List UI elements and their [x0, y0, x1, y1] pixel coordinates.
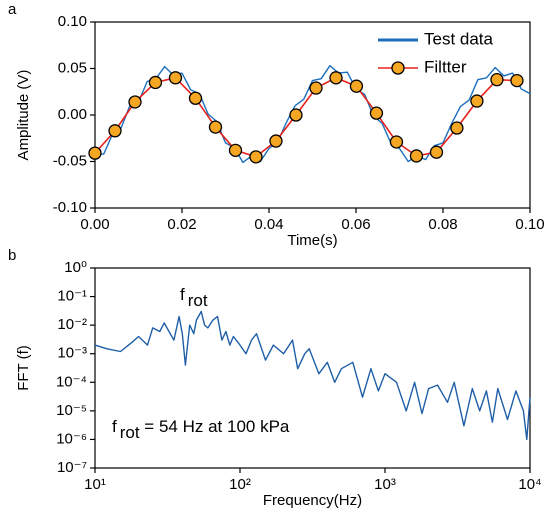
series-marker [510, 73, 524, 88]
x-tick-label: 0.00 [80, 216, 109, 233]
series-marker [490, 73, 504, 87]
y-tick-label: 0.00 [58, 106, 87, 123]
series-marker [128, 95, 142, 109]
panel-label: a [8, 1, 17, 18]
y-tick-label: 10⁻⁷ [57, 459, 87, 476]
x-tick-label: 10³ [374, 476, 396, 493]
y-tick-label: 10⁰ [64, 259, 87, 276]
x-tick-label: 10² [229, 476, 251, 493]
legend-label: Filtter [424, 57, 467, 76]
annotation-rest: = 54 Hz at 100 kPa [140, 417, 290, 436]
series-marker [208, 120, 223, 134]
series-marker [108, 124, 122, 138]
y-tick-label: 10⁻⁴ [56, 373, 87, 390]
x-tick-label: 0.08 [428, 216, 457, 233]
y-tick-label: -0.10 [53, 199, 87, 216]
y-tick-label: 0.10 [58, 13, 87, 30]
annotation: f rot = 54 Hz at 100 kPa [112, 417, 290, 442]
x-tick-label: 0.04 [254, 216, 283, 233]
legend-label: Test data [424, 29, 494, 48]
annotation-f: f [180, 285, 185, 304]
legend-marker [391, 61, 405, 75]
x-tick-label: 0.02 [167, 216, 196, 233]
x-tick-label: 0.06 [341, 216, 370, 233]
y-axis-label: Amplitude (V) [15, 70, 32, 161]
series-marker [470, 94, 484, 108]
series-marker [450, 121, 464, 135]
x-axis-label: Time(s) [287, 232, 337, 249]
y-tick-label: 10⁻³ [57, 345, 87, 362]
x-tick-label: 10¹ [84, 476, 106, 493]
y-tick-label: 10⁻² [57, 316, 87, 333]
y-axis-label: FFT (f) [15, 345, 32, 391]
series-marker [329, 71, 343, 85]
plot-frame [94, 267, 531, 469]
annotation-f: f [112, 417, 117, 436]
y-tick-label: 10⁻¹ [57, 288, 87, 305]
series-marker [188, 91, 203, 105]
series-marker [269, 134, 283, 148]
series-line [94, 310, 531, 441]
y-tick-label: -0.05 [53, 152, 87, 169]
series-marker [429, 145, 444, 159]
series-marker [369, 106, 384, 120]
series-marker [168, 71, 183, 85]
y-tick-label: 0.05 [58, 59, 87, 76]
series-marker [228, 143, 243, 157]
x-tick-label: 10⁴ [518, 476, 541, 493]
y-tick-label: 10⁻⁵ [56, 402, 87, 419]
series-marker [148, 75, 163, 90]
series-marker [289, 108, 303, 122]
series-marker [249, 150, 263, 164]
annotation: f rot [180, 285, 208, 310]
x-tick-label: 0.10 [515, 216, 544, 233]
series-marker [309, 81, 323, 95]
annotation-sub: rot [120, 423, 140, 442]
series-marker [389, 135, 404, 149]
series-marker [349, 79, 364, 93]
series-marker [88, 146, 102, 160]
annotation-sub: rot [188, 291, 208, 310]
y-tick-label: 10⁻⁶ [56, 430, 87, 447]
series-marker [409, 149, 424, 163]
panel-label: b [8, 247, 16, 264]
series-line [94, 77, 518, 158]
x-axis-label: Frequency(Hz) [263, 492, 362, 509]
plot-frame [94, 21, 531, 209]
series-line [95, 65, 531, 164]
